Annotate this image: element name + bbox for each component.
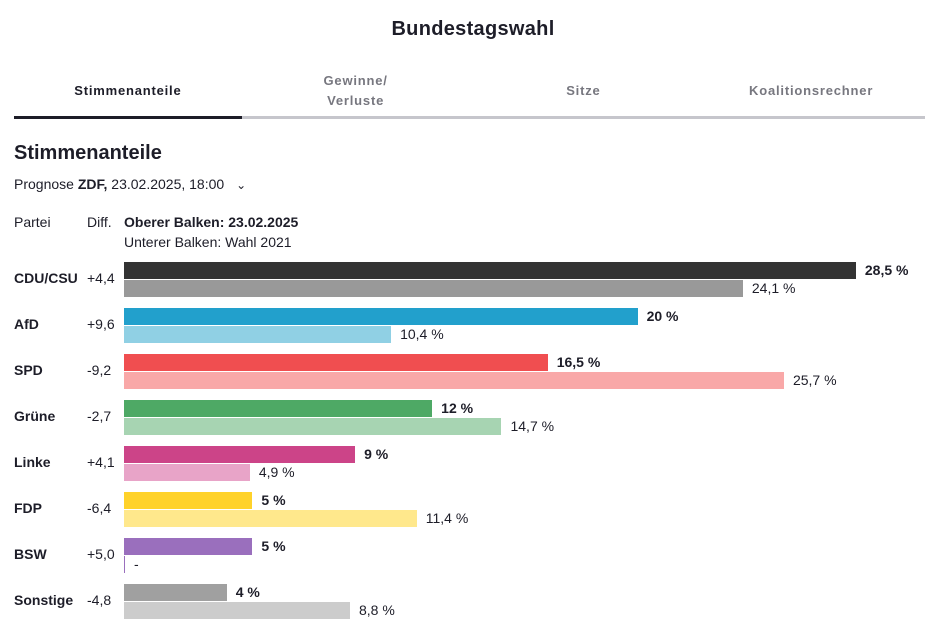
col-header-diff: Diff. — [87, 214, 112, 230]
bar-value-label: 28,5 % — [864, 262, 909, 278]
bar-value-label: 8,8 % — [358, 602, 395, 618]
bar-2025 — [124, 584, 227, 601]
diff-value: +5,0 — [87, 546, 115, 562]
diff-value: -4,8 — [87, 592, 112, 608]
bar-value-label: 11,4 % — [425, 510, 469, 526]
prognose-prefix: Prognose — [14, 176, 74, 192]
legend-bottom: Unterer Balken: Wahl 2021 — [124, 234, 292, 250]
bar-value-label: 4,9 % — [258, 464, 295, 480]
tab-sitze[interactable]: Sitze — [566, 83, 601, 98]
bar-value-label: 25,7 % — [792, 372, 837, 388]
diff-value: -2,7 — [87, 408, 112, 424]
diff-value: -9,2 — [87, 362, 112, 378]
bar-2021 — [124, 372, 784, 389]
prognose-dropdown[interactable]: Prognose ZDF, 23.02.2025, 18:00 ⌄ — [14, 176, 246, 192]
diff-value: +9,6 — [87, 316, 115, 332]
prognose-date: 23.02.2025, 18:00 — [111, 176, 225, 192]
party-label: Sonstige — [14, 592, 74, 608]
bar-value-label: 16,5 % — [556, 354, 601, 370]
page-title: Bundestagswahl — [391, 18, 555, 40]
bar-value-label: 9 % — [364, 446, 389, 462]
bar-2025 — [124, 308, 638, 325]
tab-label-line2: Verluste — [327, 93, 385, 108]
bar-value-label: 4 % — [235, 584, 260, 600]
tab-gewinne-verluste[interactable]: Gewinne/Verluste — [242, 66, 470, 116]
tab-bar: Stimmenanteile Gewinne/Verluste Sitze Ko… — [14, 66, 925, 119]
bar-2021 — [124, 280, 743, 297]
bar-2021 — [124, 510, 417, 527]
diff-value: +4,1 — [87, 454, 115, 470]
bar-2021 — [124, 418, 502, 435]
tab-label-line1: Gewinne/ — [323, 73, 388, 88]
party-label: Linke — [14, 454, 51, 470]
party-label: BSW — [14, 546, 47, 562]
bar-2025 — [124, 400, 433, 417]
chevron-down-icon: ⌄ — [236, 178, 247, 192]
bar-value-label: 5 % — [261, 538, 286, 554]
diff-value: -6,4 — [87, 500, 112, 516]
tab-stimmenanteile[interactable]: Stimmenanteile — [14, 66, 242, 119]
party-label: SPD — [14, 362, 43, 378]
bar-2025 — [124, 262, 856, 279]
bar-value-label: 14,7 % — [510, 418, 555, 434]
section-title: Stimmenanteile — [14, 142, 162, 164]
bar-2021 — [124, 602, 350, 619]
bar-value-label: 24,1 % — [751, 280, 796, 296]
bar-2025 — [124, 354, 548, 371]
party-label: AfD — [14, 316, 39, 332]
tab-koalitionsrechner[interactable]: Koalitionsrechner — [749, 83, 874, 98]
bar-value-label: - — [134, 556, 139, 572]
party-label: FDP — [14, 500, 42, 516]
prognose-source: ZDF, — [77, 176, 108, 192]
bar-2025 — [124, 446, 356, 463]
bar-value-label: 10,4 % — [400, 326, 444, 342]
bar-value-label: 5 % — [261, 492, 286, 508]
bar-2021 — [124, 326, 392, 343]
bar-2025 — [124, 538, 253, 555]
party-label: CDU/CSU — [14, 270, 78, 286]
bar-2021 — [124, 556, 125, 573]
party-label: Grüne — [14, 408, 56, 424]
bar-2025 — [124, 492, 253, 509]
bar-value-label: 12 % — [441, 400, 474, 416]
bar-value-label: 20 % — [646, 308, 679, 324]
diff-value: +4,4 — [87, 270, 115, 286]
col-header-party: Partei — [14, 214, 51, 230]
bar-legend: Oberer Balken: 23.02.2025 Unterer Balken… — [124, 212, 298, 252]
legend-top: Oberer Balken: 23.02.2025 — [124, 214, 299, 230]
bar-2021 — [124, 464, 250, 481]
